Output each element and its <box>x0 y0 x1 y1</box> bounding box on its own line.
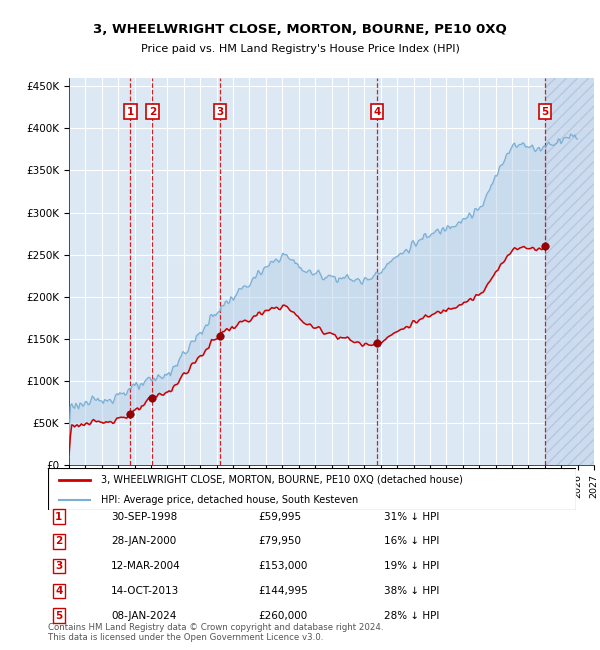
Text: 16% ↓ HPI: 16% ↓ HPI <box>384 536 439 547</box>
Text: 4: 4 <box>55 586 62 596</box>
Text: 3: 3 <box>55 561 62 571</box>
Text: 5: 5 <box>542 107 549 116</box>
Text: £260,000: £260,000 <box>258 610 307 621</box>
Text: 19% ↓ HPI: 19% ↓ HPI <box>384 561 439 571</box>
Text: 08-JAN-2024: 08-JAN-2024 <box>111 610 176 621</box>
Text: 3, WHEELWRIGHT CLOSE, MORTON, BOURNE, PE10 0XQ: 3, WHEELWRIGHT CLOSE, MORTON, BOURNE, PE… <box>93 23 507 36</box>
Text: HPI: Average price, detached house, South Kesteven: HPI: Average price, detached house, Sout… <box>101 495 358 504</box>
FancyBboxPatch shape <box>48 468 576 510</box>
Text: Price paid vs. HM Land Registry's House Price Index (HPI): Price paid vs. HM Land Registry's House … <box>140 44 460 55</box>
Text: 30-SEP-1998: 30-SEP-1998 <box>111 512 177 522</box>
Text: £144,995: £144,995 <box>258 586 308 596</box>
Text: 38% ↓ HPI: 38% ↓ HPI <box>384 586 439 596</box>
Text: 1: 1 <box>55 512 62 522</box>
Text: 5: 5 <box>55 610 62 621</box>
Text: 28% ↓ HPI: 28% ↓ HPI <box>384 610 439 621</box>
Text: 28-JAN-2000: 28-JAN-2000 <box>111 536 176 547</box>
Text: 12-MAR-2004: 12-MAR-2004 <box>111 561 181 571</box>
Text: 3, WHEELWRIGHT CLOSE, MORTON, BOURNE, PE10 0XQ (detached house): 3, WHEELWRIGHT CLOSE, MORTON, BOURNE, PE… <box>101 475 463 485</box>
Text: 2: 2 <box>149 107 156 116</box>
Text: 2: 2 <box>55 536 62 547</box>
Text: 14-OCT-2013: 14-OCT-2013 <box>111 586 179 596</box>
Text: £153,000: £153,000 <box>258 561 307 571</box>
Text: Contains HM Land Registry data © Crown copyright and database right 2024.
This d: Contains HM Land Registry data © Crown c… <box>48 623 383 642</box>
Text: 3: 3 <box>216 107 223 116</box>
Text: £59,995: £59,995 <box>258 512 301 522</box>
Text: 4: 4 <box>373 107 381 116</box>
Text: 31% ↓ HPI: 31% ↓ HPI <box>384 512 439 522</box>
Bar <box>545 78 594 465</box>
Text: £79,950: £79,950 <box>258 536 301 547</box>
Text: 1: 1 <box>127 107 134 116</box>
